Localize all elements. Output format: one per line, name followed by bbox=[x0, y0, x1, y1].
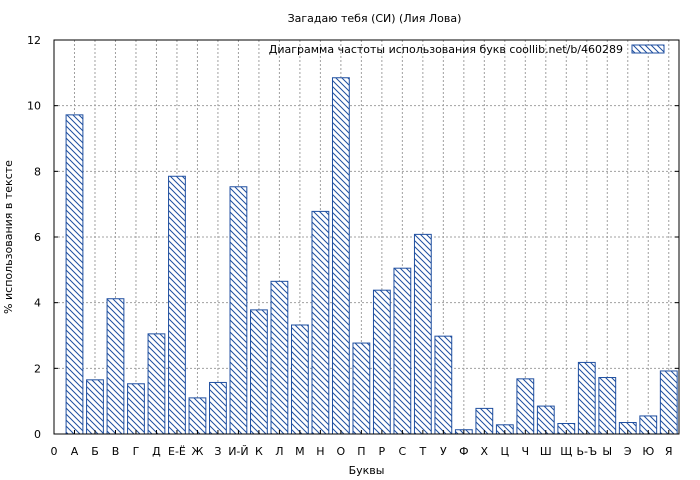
x-tick-label: М bbox=[295, 445, 305, 458]
legend-label: Диаграмма частоты использования букв coo… bbox=[269, 43, 623, 56]
bar bbox=[209, 381, 227, 435]
bar bbox=[393, 267, 412, 435]
x-tick-label: Н bbox=[316, 445, 324, 458]
bars bbox=[65, 77, 678, 435]
x-tick-label: С bbox=[399, 445, 407, 458]
bar bbox=[352, 342, 371, 435]
x-tick-label: Ь-Ъ bbox=[576, 445, 597, 458]
x-tick-label: Ц bbox=[501, 445, 510, 458]
x-tick-label: К bbox=[255, 445, 263, 458]
bar bbox=[229, 186, 248, 435]
x-axis-title: Буквы bbox=[349, 464, 385, 477]
x-tick-label: Щ bbox=[560, 445, 572, 458]
bar bbox=[106, 298, 125, 435]
y-tick-label: 8 bbox=[34, 165, 41, 178]
bar bbox=[372, 289, 391, 435]
x-tick-label: Е-Ё bbox=[168, 445, 186, 458]
x-tick-label: Г bbox=[133, 445, 140, 458]
bar bbox=[147, 333, 166, 435]
x-tick-label: У bbox=[440, 445, 447, 458]
bar bbox=[65, 114, 84, 435]
x-tick-label: И-Й bbox=[228, 445, 248, 458]
chart-title: Загадаю тебя (СИ) (Лия Лова) bbox=[288, 12, 462, 25]
x-tick-label: В bbox=[112, 445, 120, 458]
x-tick-label: П bbox=[357, 445, 365, 458]
plot-frame bbox=[53, 39, 680, 435]
y-tick-label: 10 bbox=[27, 100, 41, 113]
x-tick-label: Л bbox=[275, 445, 283, 458]
axes bbox=[53, 39, 680, 435]
x-tick-label: Ж bbox=[192, 445, 204, 458]
bar bbox=[598, 377, 617, 435]
x-tick-label: А bbox=[71, 445, 79, 458]
x-tick-label: Т bbox=[418, 445, 426, 458]
y-tick-label: 12 bbox=[27, 34, 41, 47]
bar bbox=[250, 309, 268, 435]
bar bbox=[331, 77, 350, 435]
bar bbox=[577, 361, 596, 435]
x-tick-label: З bbox=[214, 445, 221, 458]
bar bbox=[311, 210, 330, 435]
y-tick-label: 0 bbox=[34, 428, 41, 441]
bar bbox=[86, 379, 104, 435]
x-tick-label: Ы bbox=[602, 445, 612, 458]
x-tick-label: Ш bbox=[540, 445, 552, 458]
x-tick-label: О bbox=[337, 445, 346, 458]
y-tick-label: 4 bbox=[34, 297, 41, 310]
bar bbox=[659, 370, 678, 435]
x-tick-label: 0 bbox=[51, 445, 58, 458]
y-tick-label: 6 bbox=[34, 231, 41, 244]
x-tick-label: Ф bbox=[459, 445, 468, 458]
bar bbox=[270, 280, 289, 435]
legend: Диаграмма частоты использования букв coo… bbox=[269, 43, 665, 56]
x-tick-label: Ю bbox=[642, 445, 654, 458]
bar bbox=[536, 405, 555, 435]
x-tick-label: Э bbox=[624, 445, 632, 458]
legend-swatch bbox=[631, 44, 665, 54]
bar bbox=[291, 324, 309, 435]
bar bbox=[516, 378, 535, 435]
bar bbox=[168, 175, 186, 435]
x-tick-label: Р bbox=[379, 445, 386, 458]
x-tick-label: Б bbox=[91, 445, 99, 458]
y-axis-title: % использования в тексте bbox=[2, 160, 15, 314]
bar bbox=[413, 233, 432, 435]
bar bbox=[127, 383, 145, 435]
bar bbox=[434, 335, 453, 435]
x-tick-label: Ч bbox=[522, 445, 530, 458]
bar bbox=[188, 397, 207, 435]
x-tick-label: Х bbox=[481, 445, 489, 458]
y-tick-label: 2 bbox=[34, 362, 41, 375]
x-tick-label: Я bbox=[665, 445, 673, 458]
x-tick-label: Д bbox=[152, 445, 161, 458]
